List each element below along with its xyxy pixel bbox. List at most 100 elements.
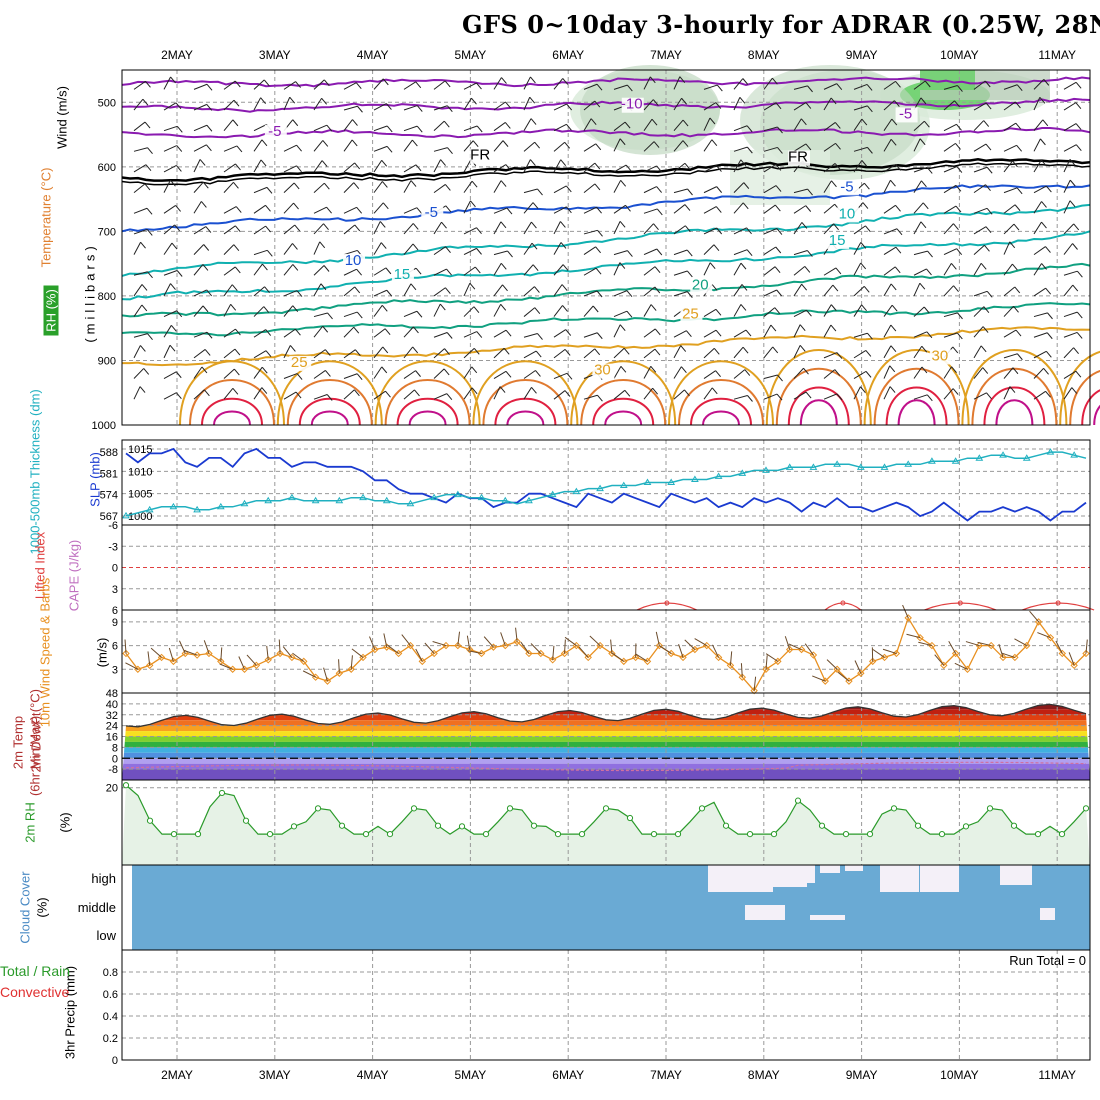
precip-tick-label: 0.6	[103, 989, 118, 1001]
wind-barb	[283, 345, 291, 359]
wind-barb-flag	[1045, 350, 1052, 358]
wind-barb-flag	[744, 369, 751, 376]
wind-barb-flag	[715, 370, 721, 378]
wind-barb-flag	[170, 283, 176, 290]
wind-barb-flag	[716, 186, 723, 193]
wind-barb	[523, 118, 532, 131]
wind10m-barb	[278, 639, 281, 654]
wind-barb	[853, 304, 863, 317]
wind-barb-flag	[709, 117, 716, 125]
wind-barb	[253, 79, 265, 90]
wind-barb	[673, 366, 682, 379]
wind-barb-flag	[416, 125, 423, 133]
wind-barb	[733, 227, 747, 235]
temp-band	[122, 736, 1090, 742]
wind-barb-flag	[919, 138, 926, 146]
wind-barb-flag	[867, 147, 873, 154]
li-tick-label: 6	[112, 605, 118, 617]
wind-barb-flag	[740, 262, 747, 270]
wind-barb	[583, 246, 596, 256]
wind-barb-flag	[294, 224, 301, 232]
wind-barb-flag	[1076, 311, 1083, 319]
wind-barb-flag	[926, 331, 933, 339]
wind-barb-flag	[176, 165, 182, 172]
date-label: 6MAY	[552, 48, 585, 62]
wind-barb-flag	[926, 268, 932, 276]
thickness-marker	[596, 484, 604, 492]
warm-contour	[690, 397, 752, 426]
wind-barb-flag	[443, 368, 450, 376]
wind10m-barb	[740, 663, 743, 678]
wind-barb-flag	[532, 264, 539, 271]
rh2m-marker	[314, 805, 322, 812]
wind-barb	[493, 164, 507, 173]
wind-barb	[163, 242, 173, 255]
wind-barb-flag	[235, 163, 241, 171]
date-label: 10MAY	[940, 1068, 979, 1082]
wind-barb-flag	[775, 185, 782, 192]
wind-barb	[373, 202, 384, 214]
wind-barb-flag	[382, 346, 389, 354]
wind-barb	[883, 163, 897, 173]
wind-barb	[463, 180, 473, 193]
wind-barb-flag	[531, 242, 538, 250]
wind10m-barb	[882, 648, 897, 654]
contour-label-bg	[264, 124, 287, 140]
wind-barb-flag	[740, 159, 747, 167]
wind-barb-flag	[560, 221, 566, 228]
run-total-label: Run Total = 0	[1009, 953, 1086, 968]
wind-barb-flag	[233, 244, 240, 251]
wind-barb	[853, 83, 868, 90]
wind-barb-flag	[500, 221, 507, 229]
wind10m-marker	[513, 637, 521, 646]
wind-barb-flag	[507, 250, 513, 258]
wind-barb	[583, 394, 598, 400]
wind-barb	[1003, 84, 1018, 90]
wind-barb	[763, 126, 778, 132]
wind-barb	[163, 76, 171, 90]
wind-barb	[823, 122, 836, 132]
wind-barb-flag	[323, 265, 330, 272]
wind-barb	[253, 124, 267, 132]
wind-barb-flag	[805, 102, 812, 109]
wind10m-marker	[560, 649, 569, 658]
wind-barb	[823, 142, 836, 152]
wind-barb	[523, 221, 532, 235]
wind-barb	[433, 246, 446, 256]
wind-barb	[673, 270, 688, 276]
wind-barb-flag	[440, 159, 446, 166]
wind-barb	[253, 263, 263, 276]
thickness-marker	[833, 460, 841, 467]
wind-barb-flag	[684, 162, 691, 170]
wind-barb	[433, 303, 441, 317]
wind-barb	[763, 146, 778, 152]
wind-barb-flag	[742, 78, 749, 85]
wind-barb-flag	[1076, 332, 1083, 339]
wind-barb	[1063, 223, 1075, 235]
wind-barb-flag	[801, 283, 808, 291]
wind-barb-flag	[234, 80, 241, 88]
wind10m-marker	[323, 677, 332, 685]
wind-barb	[433, 80, 446, 90]
wind-barb-flag	[684, 389, 690, 397]
warm-contour	[885, 386, 948, 426]
wind-barb-flag	[203, 244, 210, 251]
wind-barb-flag	[656, 186, 662, 193]
wind-barb	[223, 244, 235, 255]
wind-barb-flag	[176, 145, 183, 152]
wind10m-barb	[292, 652, 305, 662]
wind-barb	[793, 345, 801, 359]
wind-barb-flag	[654, 348, 661, 356]
warm-contour	[1093, 404, 1100, 426]
wind-barb	[883, 246, 897, 256]
temp-band	[122, 752, 1090, 759]
wind-barb	[943, 205, 957, 214]
wind10m-marker	[1082, 649, 1090, 658]
wind-barb-flag	[169, 344, 176, 352]
wind-barb-flag	[386, 125, 393, 133]
wind-barb	[373, 328, 386, 338]
wind10m-barb	[788, 643, 802, 650]
wind-barb-flag	[502, 284, 508, 292]
wind-barb-flag	[206, 83, 213, 91]
li-tick-label: -3	[108, 541, 118, 553]
